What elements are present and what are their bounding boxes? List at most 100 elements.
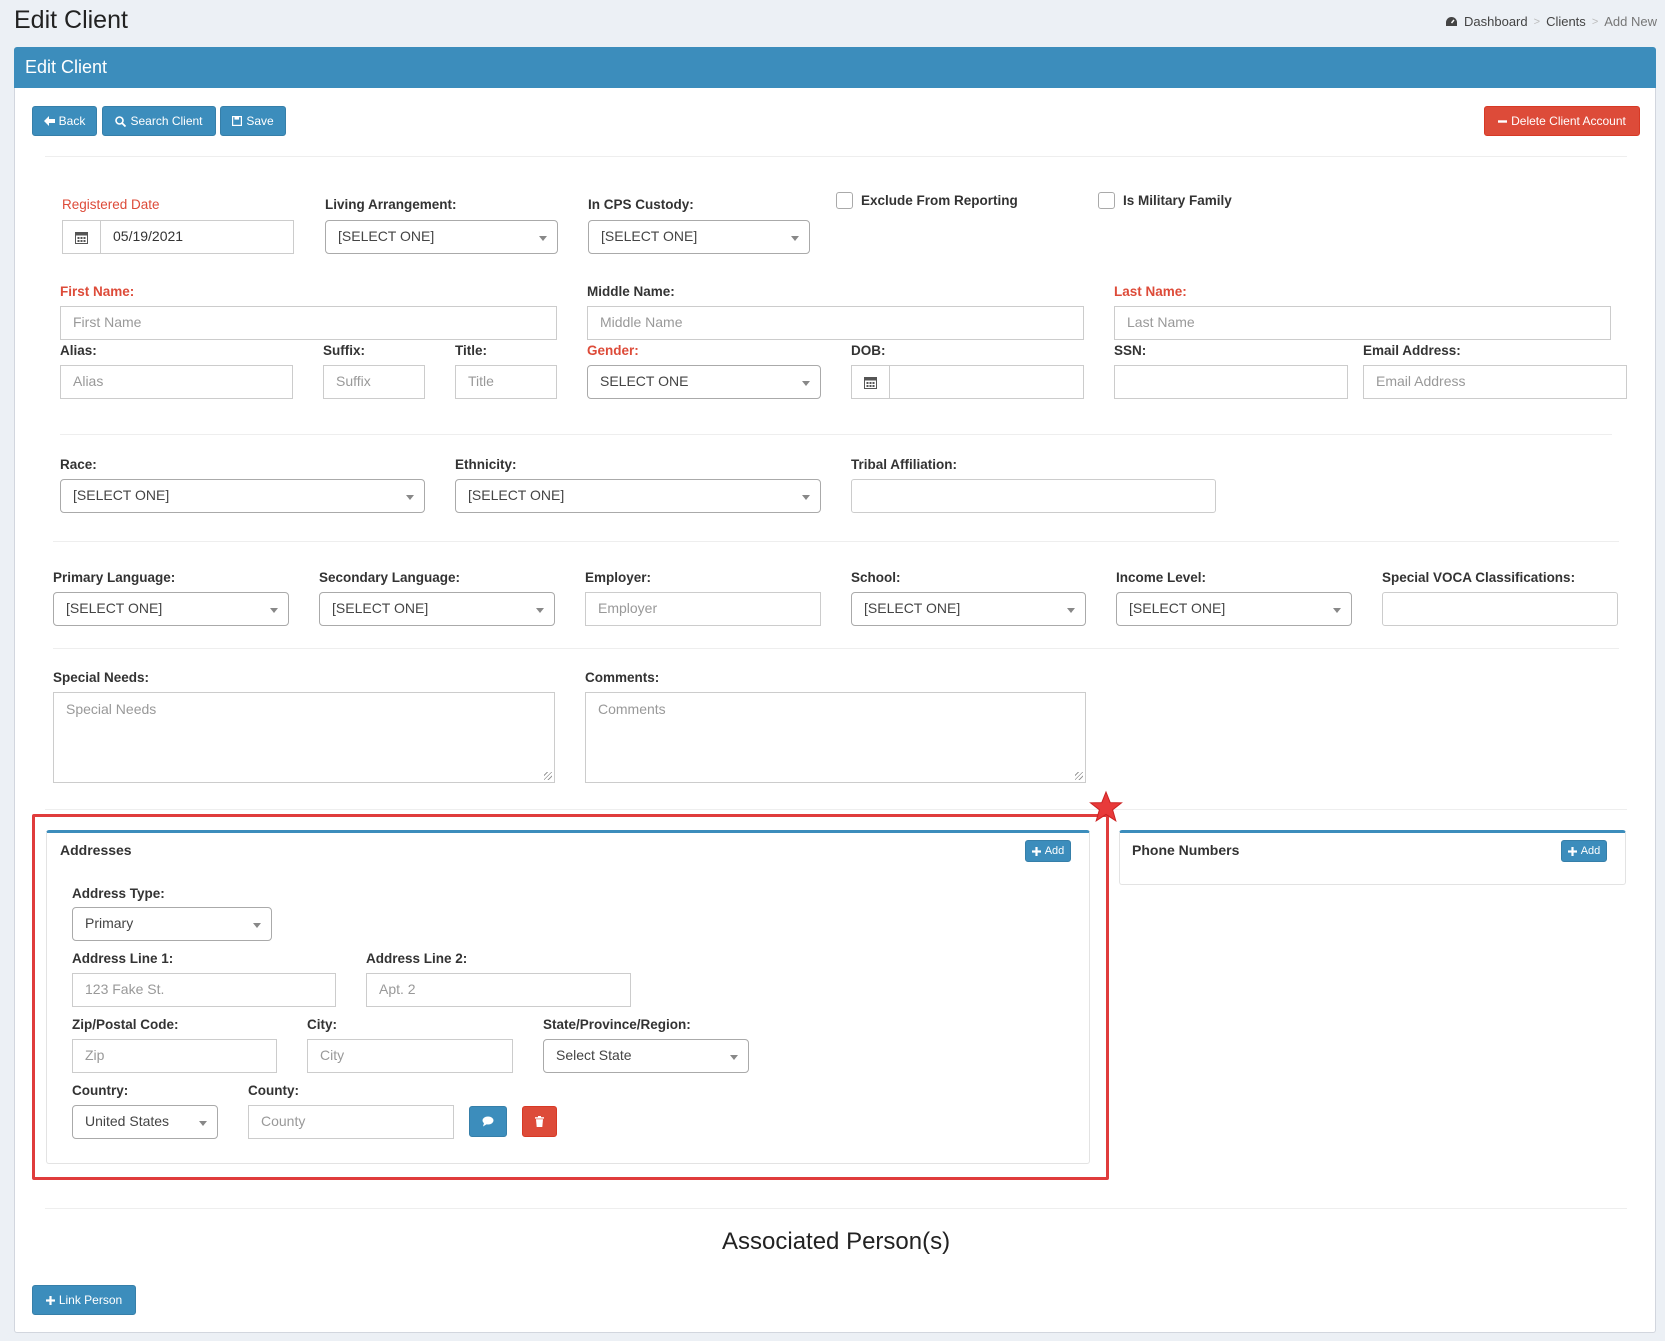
phone-numbers-title: Phone Numbers — [1132, 842, 1240, 858]
suffix-input[interactable]: Suffix — [323, 365, 425, 399]
link-person-button[interactable]: Link Person — [32, 1285, 136, 1315]
living-arrangement-select[interactable]: [SELECT ONE] — [325, 220, 558, 254]
add-address-button[interactable]: Add — [1025, 840, 1071, 862]
link-person-label: Link Person — [58, 1293, 123, 1307]
exclude-reporting-checkbox[interactable] — [836, 192, 853, 209]
address-type-label: Address Type: — [72, 886, 165, 901]
race-select[interactable]: [SELECT ONE] — [60, 479, 425, 513]
registered-date-input[interactable]: 05/19/2021 — [100, 220, 294, 254]
add-address-label: Add — [1044, 845, 1065, 857]
income-select[interactable]: [SELECT ONE] — [1116, 592, 1352, 626]
special-needs-label: Special Needs: — [53, 670, 150, 685]
search-client-label: Search Client — [130, 114, 203, 128]
voca-input[interactable] — [1382, 592, 1618, 626]
address-line1-input[interactable]: 123 Fake St. — [72, 973, 336, 1007]
back-button[interactable]: Back — [32, 106, 97, 136]
address-line2-label: Address Line 2: — [366, 951, 468, 966]
comment-icon — [482, 1116, 494, 1127]
plus-icon — [1031, 846, 1041, 856]
save-button[interactable]: Save — [220, 106, 286, 136]
page-title: Edit Client — [14, 6, 128, 34]
primary-language-select[interactable]: [SELECT ONE] — [53, 592, 289, 626]
tribal-input[interactable] — [851, 479, 1216, 513]
city-label: City: — [307, 1017, 337, 1032]
school-select[interactable]: [SELECT ONE] — [851, 592, 1086, 626]
dob-input[interactable] — [889, 365, 1084, 399]
first-name-label: First Name: — [60, 284, 135, 299]
email-input[interactable]: Email Address — [1363, 365, 1627, 399]
resize-grip-icon[interactable] — [1075, 772, 1083, 780]
last-name-input[interactable]: Last Name — [1114, 306, 1611, 340]
dob-label: DOB: — [851, 343, 886, 358]
secondary-language-select[interactable]: [SELECT ONE] — [319, 592, 555, 626]
employer-input[interactable]: Employer — [585, 592, 821, 626]
chevron-down-icon — [1067, 608, 1075, 613]
secondary-language-value: [SELECT ONE] — [332, 600, 429, 616]
county-placeholder: County — [261, 1113, 306, 1129]
ethnicity-value: [SELECT ONE] — [468, 487, 565, 503]
country-value: United States — [85, 1113, 170, 1129]
living-arrangement-label: Living Arrangement: — [325, 197, 457, 212]
chevron-down-icon — [1333, 608, 1341, 613]
military-family-checkbox[interactable] — [1098, 192, 1115, 209]
exclude-reporting-label[interactable]: Exclude From Reporting — [861, 193, 1018, 208]
military-family-label[interactable]: Is Military Family — [1123, 193, 1232, 208]
suffix-label: Suffix: — [323, 343, 365, 358]
chevron-down-icon — [802, 495, 810, 500]
add-phone-button[interactable]: Add — [1561, 840, 1607, 862]
title-input[interactable]: Title — [455, 365, 557, 399]
floppy-icon — [232, 116, 243, 126]
ssn-input[interactable] — [1114, 365, 1348, 399]
country-select[interactable]: United States — [72, 1105, 218, 1139]
cps-custody-select[interactable]: [SELECT ONE] — [588, 220, 810, 254]
delete-client-button[interactable]: Delete Client Account — [1484, 106, 1640, 136]
dob-calendar-addon[interactable] — [851, 365, 890, 399]
state-select[interactable]: Select State — [543, 1039, 749, 1073]
income-value: [SELECT ONE] — [1129, 600, 1226, 616]
trash-icon — [535, 1116, 544, 1127]
special-needs-textarea[interactable]: Special Needs — [53, 692, 555, 783]
breadcrumb: Dashboard > Clients > Add New — [1445, 14, 1657, 29]
middle-name-input[interactable]: Middle Name — [587, 306, 1084, 340]
divider — [53, 541, 1619, 542]
chevron-down-icon — [539, 236, 547, 241]
resize-grip-icon[interactable] — [544, 772, 552, 780]
alias-label: Alias: — [60, 343, 97, 358]
alias-input[interactable]: Alias — [60, 365, 293, 399]
comments-placeholder: Comments — [598, 701, 666, 717]
ethnicity-select[interactable]: [SELECT ONE] — [455, 479, 821, 513]
delete-client-label: Delete Client Account — [1511, 114, 1626, 128]
calendar-addon — [62, 220, 101, 254]
gender-select[interactable]: SELECT ONE — [587, 365, 821, 399]
star-marker-icon — [1089, 790, 1123, 824]
comments-textarea[interactable]: Comments — [585, 692, 1086, 783]
address-type-select[interactable]: Primary — [72, 907, 272, 941]
arrow-left-icon — [43, 116, 55, 126]
address-line1-label: Address Line 1: — [72, 951, 174, 966]
tribal-label: Tribal Affiliation: — [851, 457, 957, 472]
first-name-input[interactable]: First Name — [60, 306, 557, 340]
county-input[interactable]: County — [248, 1105, 454, 1139]
chevron-down-icon — [802, 381, 810, 386]
title-placeholder: Title — [468, 373, 494, 389]
gender-label: Gender: — [587, 343, 639, 358]
address-delete-button[interactable] — [522, 1106, 557, 1137]
breadcrumb-clients[interactable]: Clients — [1546, 14, 1586, 29]
zip-label: Zip/Postal Code: — [72, 1017, 179, 1032]
school-value: [SELECT ONE] — [864, 600, 961, 616]
search-icon — [115, 115, 127, 127]
chevron-down-icon — [406, 495, 414, 500]
primary-language-value: [SELECT ONE] — [66, 600, 163, 616]
highlight-rectangle — [32, 814, 1109, 1180]
email-label: Email Address: — [1363, 343, 1461, 358]
city-input[interactable]: City — [307, 1039, 513, 1073]
address-comment-button[interactable] — [469, 1106, 507, 1137]
cps-custody-label: In CPS Custody: — [588, 197, 694, 212]
secondary-language-label: Secondary Language: — [319, 570, 461, 585]
last-name-placeholder: Last Name — [1127, 314, 1195, 330]
zip-input[interactable]: Zip — [72, 1039, 277, 1073]
race-value: [SELECT ONE] — [73, 487, 170, 503]
address-line2-input[interactable]: Apt. 2 — [366, 973, 631, 1007]
breadcrumb-dashboard[interactable]: Dashboard — [1464, 14, 1528, 29]
search-client-button[interactable]: Search Client — [102, 106, 216, 136]
